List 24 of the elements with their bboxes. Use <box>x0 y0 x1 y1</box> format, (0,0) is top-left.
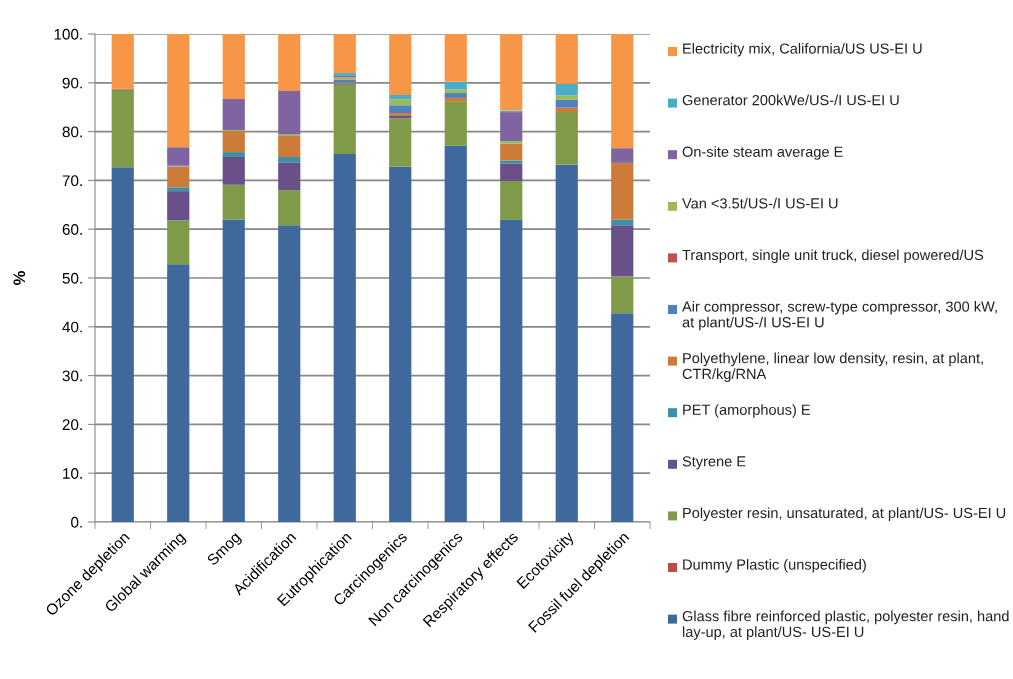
legend-label: On-site steam average E <box>682 146 843 160</box>
legend-label: Polyester resin, unsaturated, at plant/US- US-EI U <box>683 507 1006 521</box>
y-tick-label: 90. <box>62 77 82 89</box>
y-tick-label: 60. <box>62 224 82 235</box>
y-tick-label: 100. <box>54 28 82 40</box>
legend-label: Transport, single unit truck, diesel powered/US <box>682 249 984 263</box>
y-tick-label: 30. <box>62 370 82 382</box>
legend-label: Van <3.5t/US-/I US-EI U <box>682 197 838 209</box>
legend-label: Generator 200kWe/US-/I US-EI U <box>682 94 899 106</box>
legend-label: Styrene E <box>682 456 746 470</box>
legend-label: Air compressor, screw-type compressor, 300 kW, at plant/US-/I US-EI U <box>682 301 997 331</box>
y-tick-label: 0. <box>71 516 82 528</box>
legend-label: Dummy Plastic (unspecified) <box>683 559 866 573</box>
legend-label: Glass fibre reinforced plastic, polyester resin, hand lay-up, at plant/US- US-EI U <box>682 610 1009 640</box>
y-tick-label: 50. <box>62 272 82 284</box>
legend-label: Polyethylene, linear low density, resin, at plant, CTR/kg/RNA <box>682 352 983 382</box>
y-tick-label: 10. <box>63 468 82 479</box>
y-tick-label: 70. <box>62 175 82 187</box>
legend-label: PET (amorphous) E <box>683 404 810 418</box>
y-tick-label: 20. <box>62 419 82 431</box>
y-axis-title: % <box>13 271 26 285</box>
y-tick-label: 80. <box>62 126 82 138</box>
y-tick-label: 40. <box>62 321 82 333</box>
legend-label: Electricity mix, California/US US-EI U <box>683 43 922 57</box>
